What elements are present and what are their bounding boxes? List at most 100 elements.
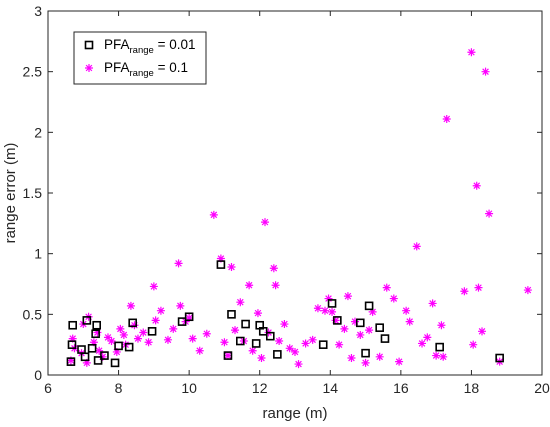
y-tick-label: 1.5 bbox=[23, 185, 43, 201]
data-point-square bbox=[87, 344, 97, 353]
y-tick-label: 0 bbox=[34, 367, 42, 383]
data-point-star bbox=[248, 346, 257, 355]
data-point-square bbox=[110, 358, 120, 368]
data-point-square bbox=[375, 323, 384, 332]
data-point-star bbox=[163, 335, 172, 344]
data-point-star bbox=[275, 337, 284, 346]
data-point-star bbox=[428, 299, 437, 308]
legend-label-subscript: range bbox=[130, 45, 154, 56]
data-point-star bbox=[112, 347, 121, 356]
data-point-star bbox=[257, 354, 266, 363]
data-point-square bbox=[216, 260, 226, 269]
data-point-square bbox=[236, 336, 245, 346]
data-point-star bbox=[474, 283, 483, 292]
data-point-star bbox=[320, 306, 329, 315]
x-tick-label: 16 bbox=[393, 380, 409, 396]
data-point-star bbox=[195, 346, 204, 355]
data-point-square bbox=[177, 317, 187, 326]
data-point-star bbox=[107, 337, 116, 346]
data-point-square bbox=[495, 353, 504, 363]
tick-labels: 6 8 10 12 14 16 18 20 0 0.5 1 1.5 2 2.5 3 bbox=[23, 3, 550, 396]
data-point-star bbox=[93, 328, 102, 337]
x-tick-label: 18 bbox=[464, 380, 480, 396]
data-point-square bbox=[68, 320, 77, 330]
y-tick-label: 2 bbox=[34, 124, 42, 140]
data-point-square bbox=[84, 40, 94, 50]
data-point-star bbox=[220, 338, 229, 347]
legend-label-main: PFA bbox=[104, 60, 130, 75]
legend-marker-square-icon bbox=[84, 40, 94, 50]
data-point-star bbox=[236, 298, 245, 307]
data-point-square bbox=[435, 342, 444, 352]
data-point-star bbox=[209, 210, 218, 219]
data-point-star bbox=[361, 358, 370, 367]
data-point-star bbox=[343, 292, 352, 301]
data-point-square bbox=[67, 340, 77, 349]
data-point-star bbox=[331, 316, 340, 325]
data-point-star bbox=[402, 306, 411, 315]
data-point-star bbox=[301, 339, 310, 348]
data-point-star bbox=[472, 181, 481, 190]
data-point-star bbox=[467, 48, 476, 57]
data-point-square bbox=[258, 327, 268, 336]
data-point-star bbox=[368, 307, 377, 316]
x-axis-label: range (m) bbox=[262, 405, 327, 422]
data-point-star bbox=[231, 326, 240, 335]
legend-label-rest: = 0.1 bbox=[154, 60, 188, 75]
data-point-star bbox=[437, 321, 446, 330]
data-point-square bbox=[318, 340, 328, 349]
data-point-star bbox=[176, 301, 185, 310]
data-point-square bbox=[80, 352, 90, 362]
data-point-square bbox=[380, 334, 390, 343]
data-point-star bbox=[202, 329, 211, 338]
data-point-star bbox=[313, 304, 322, 313]
data-point-star bbox=[418, 339, 427, 348]
data-point-star bbox=[174, 259, 183, 268]
data-point-square bbox=[82, 316, 92, 325]
data-point-star bbox=[308, 335, 317, 344]
y-tick-label: 3 bbox=[34, 3, 42, 19]
data-point-star bbox=[328, 307, 337, 316]
data-point-star bbox=[347, 354, 356, 363]
data-point-star bbox=[469, 340, 478, 349]
data-point-star bbox=[481, 67, 490, 76]
data-point-square bbox=[92, 320, 101, 330]
data-point-star bbox=[103, 333, 112, 342]
plot-frame bbox=[47, 10, 543, 376]
y-tick-label: 1 bbox=[34, 246, 42, 262]
legend-marker-star-icon bbox=[85, 64, 93, 72]
data-point-star bbox=[116, 324, 125, 333]
data-point-star bbox=[253, 309, 262, 318]
data-point-star bbox=[188, 334, 197, 343]
data-point-square bbox=[93, 356, 103, 365]
data-point-square bbox=[251, 339, 261, 348]
data-point-star bbox=[227, 263, 236, 272]
data-point-star bbox=[269, 264, 278, 273]
data-point-star bbox=[340, 324, 349, 333]
data-point-square bbox=[227, 310, 236, 319]
data-point-star bbox=[395, 357, 404, 366]
data-point-square bbox=[128, 318, 137, 328]
data-point-star bbox=[133, 334, 142, 343]
data-point-star bbox=[149, 282, 158, 291]
y-axis-label: range error (m) bbox=[2, 143, 19, 244]
data-point-star bbox=[119, 330, 128, 339]
data-point-star bbox=[169, 324, 178, 333]
data-point-square bbox=[265, 331, 275, 341]
data-point-star bbox=[280, 320, 289, 329]
data-point-star bbox=[139, 328, 148, 337]
data-point-star bbox=[294, 360, 303, 369]
data-point-square bbox=[361, 348, 370, 358]
data-point-star bbox=[151, 316, 160, 325]
data-point-star bbox=[98, 352, 107, 361]
x-tick-label: 20 bbox=[534, 380, 550, 396]
data-point-square bbox=[327, 299, 337, 308]
data-point-star bbox=[245, 281, 254, 290]
data-point-star bbox=[68, 334, 77, 343]
data-point-square bbox=[147, 327, 157, 336]
data-point-square bbox=[223, 351, 233, 360]
data-point-square bbox=[355, 318, 365, 328]
data-point-square bbox=[184, 312, 194, 322]
data-point-star bbox=[291, 347, 299, 356]
